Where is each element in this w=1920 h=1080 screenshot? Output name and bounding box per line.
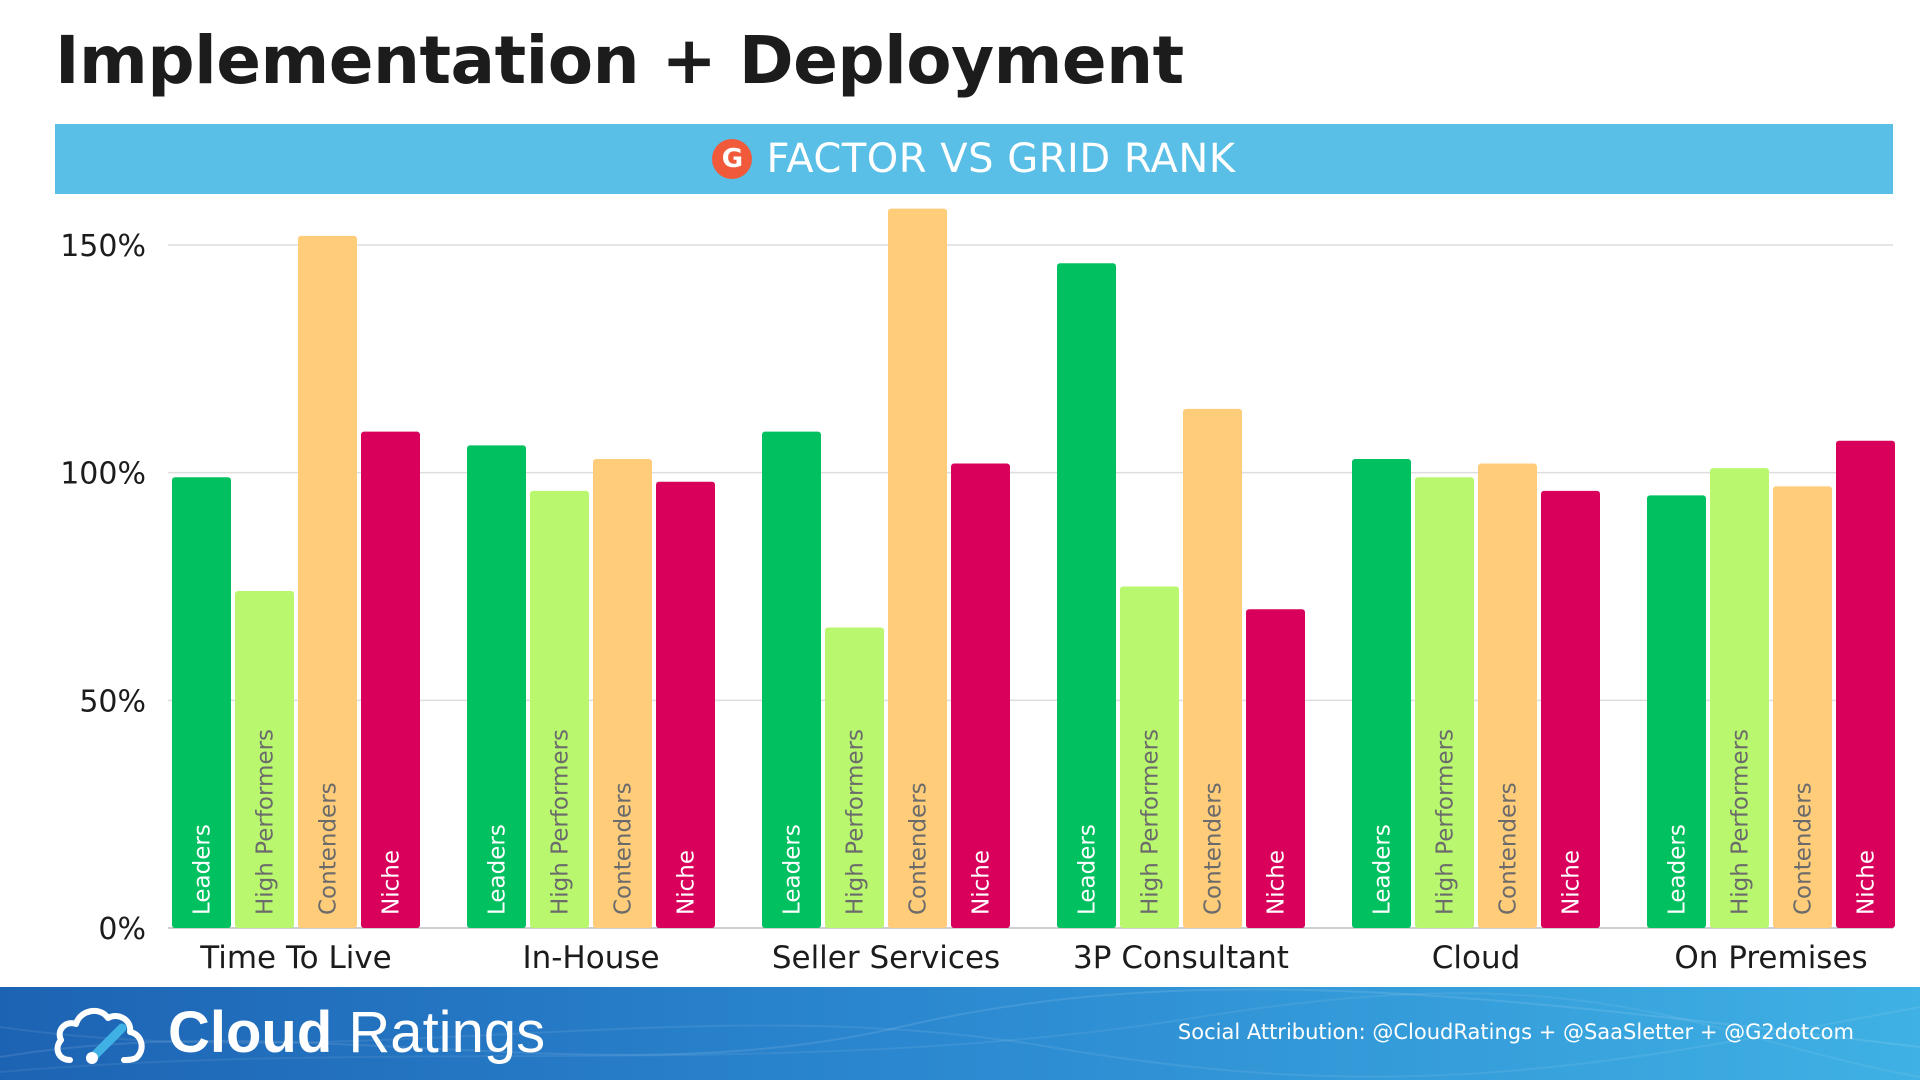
bar xyxy=(656,481,715,928)
x-category-label: Time To Live xyxy=(199,940,392,976)
y-tick-label: 0% xyxy=(98,912,146,947)
bar xyxy=(1541,490,1600,928)
bar xyxy=(298,235,357,929)
bar xyxy=(1478,463,1537,928)
y-tick-label: 150% xyxy=(60,229,146,264)
bar xyxy=(951,463,1010,928)
bar-series-label: Leaders xyxy=(780,824,806,915)
bar xyxy=(530,490,589,928)
chart-banner: G FACTOR VS GRID RANK xyxy=(55,124,1893,194)
x-category-label: Cloud xyxy=(1432,940,1521,976)
bar xyxy=(1183,408,1242,928)
bar xyxy=(1710,468,1769,928)
bar-series-label: High Performers xyxy=(253,729,279,915)
bar xyxy=(593,459,652,928)
bar xyxy=(467,445,526,928)
bar-series-label: Leaders xyxy=(1075,824,1101,915)
bar-series-label: Leaders xyxy=(1370,824,1396,915)
bar-series-label: Niche xyxy=(379,850,405,915)
bar xyxy=(1120,586,1179,928)
bar-series-label: Contenders xyxy=(1201,782,1227,915)
bar-series-label: High Performers xyxy=(843,729,869,915)
bar xyxy=(1246,609,1305,928)
footer: Cloud Ratings Social Attribution: @Cloud… xyxy=(0,987,1920,1080)
brand-bold: Cloud xyxy=(168,1000,333,1065)
bar-chart: 0% 50% 100% 150% Leaders High Performers Conte… xyxy=(60,208,1895,976)
x-category-label: Seller Services xyxy=(772,940,1000,976)
bar-series-label: Niche xyxy=(1264,850,1290,915)
bar xyxy=(1647,495,1706,928)
bar-series-label: Niche xyxy=(674,850,700,915)
bar xyxy=(172,477,231,928)
bar-series-label: Contenders xyxy=(611,782,637,915)
bar-series-label: Contenders xyxy=(906,782,932,915)
y-tick-label: 100% xyxy=(60,457,146,492)
y-tick-label: 50% xyxy=(79,684,146,719)
bar xyxy=(888,208,947,928)
g2-logo-icon: G xyxy=(712,139,753,179)
bar-series-label: Niche xyxy=(1854,850,1880,915)
bar-series-label: Leaders xyxy=(1665,824,1691,915)
social-attribution: Social Attribution: @CloudRatings + @Saa… xyxy=(1177,1020,1854,1044)
bar xyxy=(1773,486,1832,928)
brand-light: Ratings xyxy=(348,1000,546,1065)
x-category-label: In-House xyxy=(522,940,659,976)
bar-series-label: Niche xyxy=(1559,850,1585,915)
bar xyxy=(1352,459,1411,928)
bar-series-label: Leaders xyxy=(485,824,511,915)
bar xyxy=(361,431,420,928)
bar-series-label: High Performers xyxy=(548,729,574,915)
bar xyxy=(1836,440,1895,928)
bar-series-label: Niche xyxy=(969,850,995,915)
bar-series-label: Contenders xyxy=(1791,782,1817,915)
bar-series-label: Contenders xyxy=(1496,782,1522,915)
bar-series-label: Contenders xyxy=(316,782,342,915)
page-title: Implementation + Deployment xyxy=(55,22,1184,99)
x-category-label: 3P Consultant xyxy=(1073,940,1289,976)
footer-brand: Cloud Ratings xyxy=(168,999,545,1066)
cloud-gauge-icon xyxy=(54,1007,145,1064)
bar xyxy=(235,591,294,928)
x-category-label: On Premises xyxy=(1674,940,1867,976)
bar-series-label: High Performers xyxy=(1138,729,1164,915)
bar xyxy=(762,431,821,928)
banner-title: FACTOR VS GRID RANK xyxy=(766,136,1236,182)
bar-series-label: Leaders xyxy=(190,824,216,915)
bar-series-label: High Performers xyxy=(1433,729,1459,915)
footer-pattern xyxy=(0,988,1920,1078)
bar-series-label: High Performers xyxy=(1728,729,1754,915)
bar xyxy=(825,627,884,928)
bar xyxy=(1057,263,1116,928)
bar xyxy=(1415,477,1474,928)
